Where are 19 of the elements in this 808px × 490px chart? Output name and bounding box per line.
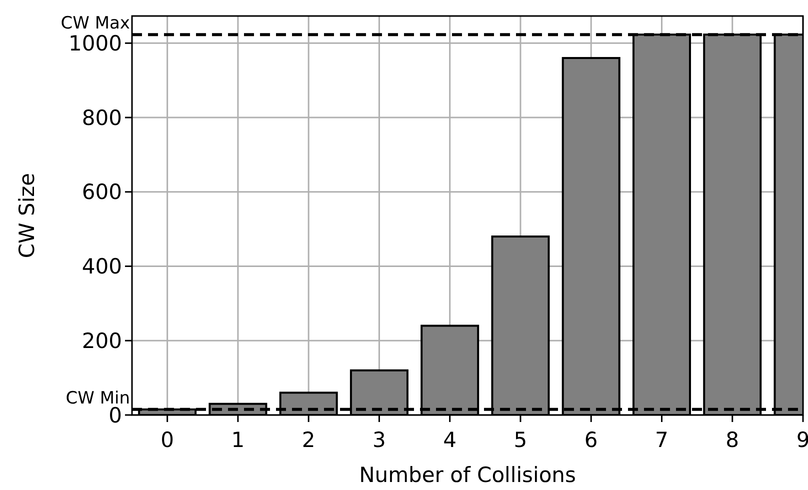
x-tick-label: 3: [372, 428, 386, 452]
x-tick-label: 7: [655, 428, 668, 452]
x-tick-label: 5: [514, 428, 528, 452]
y-tick-label: 400: [82, 254, 122, 279]
x-tick-label: 9: [796, 428, 808, 452]
y-axis-title: CW Size: [15, 172, 39, 258]
x-tick-label: 6: [584, 428, 598, 452]
y-tick-label: 0: [108, 403, 122, 428]
x-tick-label: 4: [443, 428, 457, 452]
ref-line-label: CW Max: [60, 14, 130, 34]
x-tick-label: 8: [726, 428, 740, 452]
y-tick-label: 600: [82, 180, 122, 204]
x-tick-label: 0: [160, 428, 174, 452]
y-tick-label: 200: [82, 328, 122, 353]
y-tick-label: 800: [82, 106, 122, 130]
x-tick-label: 2: [302, 428, 316, 452]
x-tick-label: 1: [231, 428, 245, 452]
x-axis-title: Number of Collisions: [359, 463, 576, 487]
y-tick-label: 1000: [68, 31, 122, 56]
